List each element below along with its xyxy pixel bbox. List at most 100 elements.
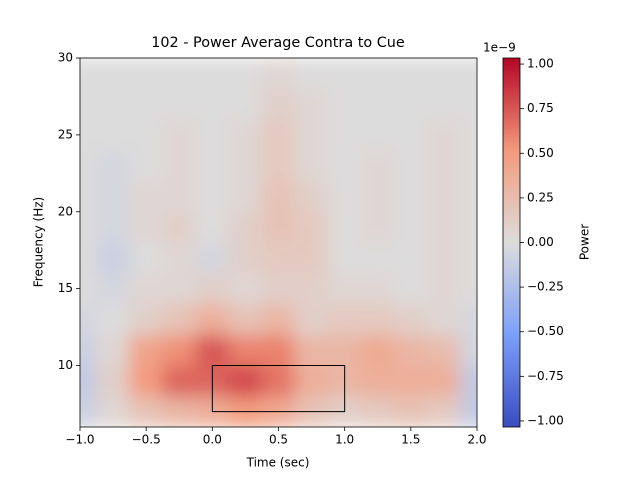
- colorbar-tick-label: −1.00: [527, 413, 564, 427]
- heatmap-cell: [426, 365, 461, 397]
- heatmap-cell: [228, 334, 263, 366]
- heatmap-cell: [360, 242, 395, 274]
- heatmap-cell: [80, 180, 98, 213]
- heatmap-cell: [195, 58, 230, 90]
- y-tick-label: 20: [58, 204, 73, 218]
- heatmap-cell: [162, 334, 197, 366]
- x-tick-label: 0.5: [269, 433, 288, 447]
- heatmap-cell: [393, 211, 428, 243]
- heatmap-cell: [294, 365, 329, 397]
- colorbar-tick-label: 0.00: [527, 235, 554, 249]
- heatmap-cell: [360, 395, 395, 427]
- heatmap-cell: [327, 334, 362, 366]
- heatmap-cell: [393, 334, 428, 366]
- heatmap-cell: [96, 119, 131, 151]
- heatmap-cell: [261, 58, 296, 90]
- heatmap-cell: [129, 149, 164, 182]
- heatmap-cell: [459, 88, 477, 120]
- heatmap-cell: [393, 88, 428, 120]
- heatmap-cell: [426, 180, 461, 213]
- heatmap-cell: [459, 211, 477, 243]
- colorbar-offset: 1e−9: [483, 41, 516, 55]
- heatmap-cell: [393, 303, 428, 336]
- heatmap-cell: [80, 58, 98, 90]
- heatmap-cell: [261, 272, 296, 305]
- heatmap-cell: [129, 88, 164, 120]
- heatmap-cell: [261, 242, 296, 274]
- heatmap-cell: [393, 58, 428, 90]
- heatmap-cell: [360, 303, 395, 336]
- heatmap-cell: [459, 149, 477, 182]
- heatmap-cell: [228, 272, 263, 305]
- heatmap-cell: [228, 211, 263, 243]
- heatmap-cell: [327, 149, 362, 182]
- colorbar-tick-label: −0.75: [527, 369, 564, 383]
- heatmap-cell: [426, 211, 461, 243]
- heatmap-cell: [261, 119, 296, 151]
- heatmap-cell: [294, 88, 329, 120]
- heatmap-cell: [459, 58, 477, 90]
- heatmap-cell: [459, 242, 477, 274]
- x-axis-label: Time (sec): [246, 456, 310, 470]
- heatmap-cell: [393, 242, 428, 274]
- heatmap-cell: [459, 119, 477, 151]
- heatmap-cell: [228, 365, 263, 397]
- heatmap-cell: [96, 88, 131, 120]
- heatmap-cell: [80, 272, 98, 305]
- heatmap-cell: [228, 88, 263, 120]
- heatmap-cell: [228, 180, 263, 213]
- y-tick-label: 25: [58, 127, 73, 141]
- heatmap-cell: [459, 365, 477, 397]
- heatmap-cell: [80, 149, 98, 182]
- heatmap-cell: [261, 365, 296, 397]
- colorbar-tick-label: 1.00: [527, 57, 554, 71]
- heatmap-cell: [327, 242, 362, 274]
- heatmap-cell: [195, 180, 230, 213]
- heatmap-cell: [261, 303, 296, 336]
- heatmap-cell: [80, 88, 98, 120]
- heatmap-cell: [162, 395, 197, 427]
- heatmap-cell: [80, 242, 98, 274]
- heatmap-cell: [327, 303, 362, 336]
- heatmap-cell: [294, 242, 329, 274]
- x-tick-label: −1.0: [65, 433, 94, 447]
- heatmap-cell: [360, 180, 395, 213]
- heatmap-cell: [129, 119, 164, 151]
- heatmap-cell: [426, 334, 461, 366]
- heatmap-cell: [195, 242, 230, 274]
- heatmap-cell: [327, 211, 362, 243]
- y-axis-label: Frequency (Hz): [32, 197, 46, 288]
- heatmap-cell: [96, 149, 131, 182]
- heatmap-cell: [294, 58, 329, 90]
- heatmap-cell: [129, 242, 164, 274]
- heatmap-cell: [393, 149, 428, 182]
- heatmap-cell: [162, 242, 197, 274]
- heatmap-cell: [96, 272, 131, 305]
- heatmap-cell: [294, 211, 329, 243]
- colorbar-tick-label: 0.50: [527, 146, 554, 160]
- colorbar-tick-label: −0.50: [527, 324, 564, 338]
- heatmap-cell: [96, 334, 131, 366]
- heatmap-cell: [129, 180, 164, 213]
- heatmap-cell: [80, 365, 98, 397]
- y-tick-label: 10: [58, 358, 73, 372]
- heatmap-cell: [80, 119, 98, 151]
- heatmap-cell: [195, 272, 230, 305]
- heatmap-cell: [228, 58, 263, 90]
- heatmap-cell: [426, 119, 461, 151]
- heatmap-cell: [360, 272, 395, 305]
- heatmap-cell: [294, 303, 329, 336]
- heatmap-cell: [195, 149, 230, 182]
- heatmap-cell: [261, 88, 296, 120]
- heatmap-cell: [162, 303, 197, 336]
- heatmap-cell: [162, 272, 197, 305]
- x-tick-label: 0.0: [203, 433, 222, 447]
- heatmap-cell: [426, 272, 461, 305]
- heatmap-cell: [228, 303, 263, 336]
- chart-title: 102 - Power Average Contra to Cue: [151, 35, 405, 51]
- heatmap-cell: [129, 334, 164, 366]
- heatmap-cell: [294, 334, 329, 366]
- heatmap-cell: [393, 365, 428, 397]
- heatmap-cell: [426, 58, 461, 90]
